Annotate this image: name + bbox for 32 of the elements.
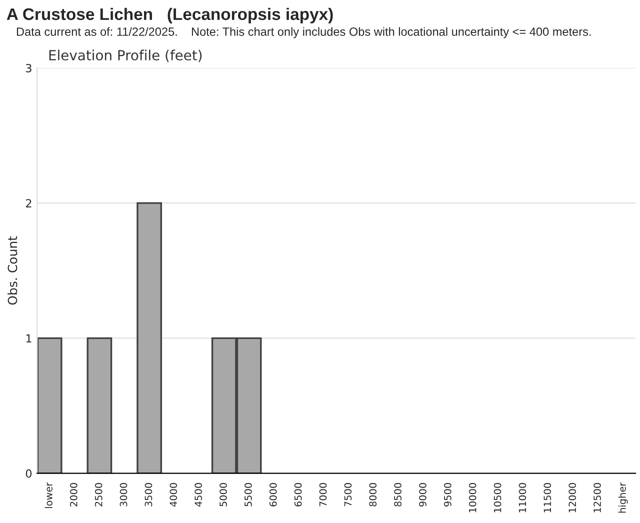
chart-subtitle: Data current as of: 11/22/2025. Note: This chart only includes Obs with locational uncertainty <= 400 meters. <box>16 27 591 38</box>
y-tick-label: 0 <box>26 469 32 478</box>
x-tick-label: 8000 <box>369 482 377 506</box>
x-tick-label: 5500 <box>244 482 252 506</box>
chart-title: A Crustose Lichen (Lecanoropsis iapyx) <box>6 8 333 24</box>
y-tick-label: 3 <box>26 64 32 72</box>
x-tick-label: 10000 <box>468 482 476 512</box>
x-tick-label: 7500 <box>344 482 352 506</box>
x-tick-label: 2000 <box>70 482 78 506</box>
x-tick-label: 7000 <box>319 482 327 506</box>
y-tick-label: 2 <box>26 199 32 208</box>
x-tick-label: 6000 <box>269 482 277 506</box>
x-tick-label: 2500 <box>94 482 102 506</box>
x-tick-label: 9500 <box>444 482 452 506</box>
x-tick-label: 10500 <box>494 482 502 512</box>
x-tick-label: 4000 <box>170 482 178 507</box>
x-tick-label: 4500 <box>194 482 202 507</box>
y-tick-label: 1 <box>26 334 32 342</box>
x-tick-label: 11500 <box>544 482 552 512</box>
x-tick-label: 3500 <box>144 482 152 506</box>
x-tick-label: 8500 <box>394 482 402 506</box>
x-tick-label: 12000 <box>568 482 576 512</box>
x-tick-label: 3000 <box>120 482 128 506</box>
x-tick-label: 6500 <box>294 482 302 506</box>
y-axis-title: Obs. Count <box>8 236 18 305</box>
x-tick-label: higher <box>618 482 628 513</box>
x-tick-label: 9000 <box>419 482 426 506</box>
x-tick-label: 5000 <box>220 482 227 506</box>
x-tick-label: lower <box>44 482 52 508</box>
x-tick-label: 12500 <box>594 482 601 512</box>
text: Elevation Profile (feet) <box>49 50 202 62</box>
x-tick-label: 11000 <box>518 482 526 512</box>
